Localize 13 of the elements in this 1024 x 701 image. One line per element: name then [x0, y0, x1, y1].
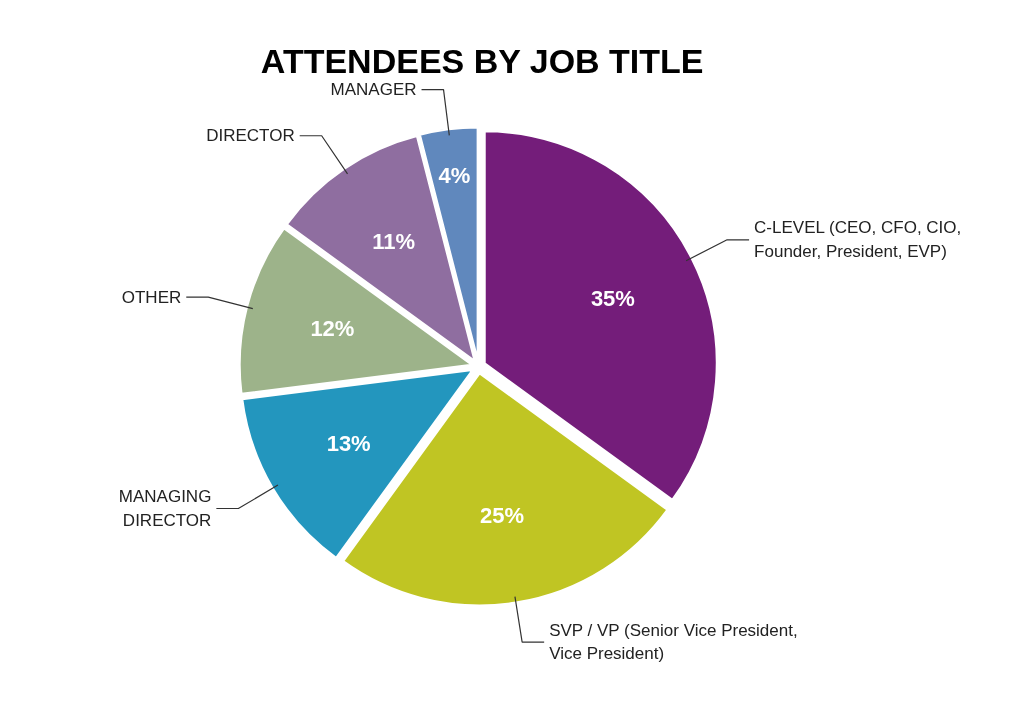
slice-label: MANAGER [330, 80, 417, 100]
data-label: 11% [372, 229, 416, 255]
slice-label: MANAGING DIRECTOR [118, 487, 212, 530]
slice-label: OTHER [121, 287, 182, 307]
data-label: 4% [438, 162, 471, 188]
slice-label: SVP / VP (Senior Vice President, Vice President) [549, 620, 798, 664]
data-label: 25% [480, 502, 525, 528]
data-label: 35% [590, 285, 635, 311]
chart-title: ATTENDEES BY JOB TITLE [260, 41, 704, 80]
slice-label: DIRECTOR [206, 126, 295, 146]
data-label: 13% [326, 430, 371, 456]
slice-label: C-LEVEL (CEO, CFO, CIO, Founder, President, EVP) [754, 218, 962, 262]
data-label: 12% [310, 316, 355, 342]
